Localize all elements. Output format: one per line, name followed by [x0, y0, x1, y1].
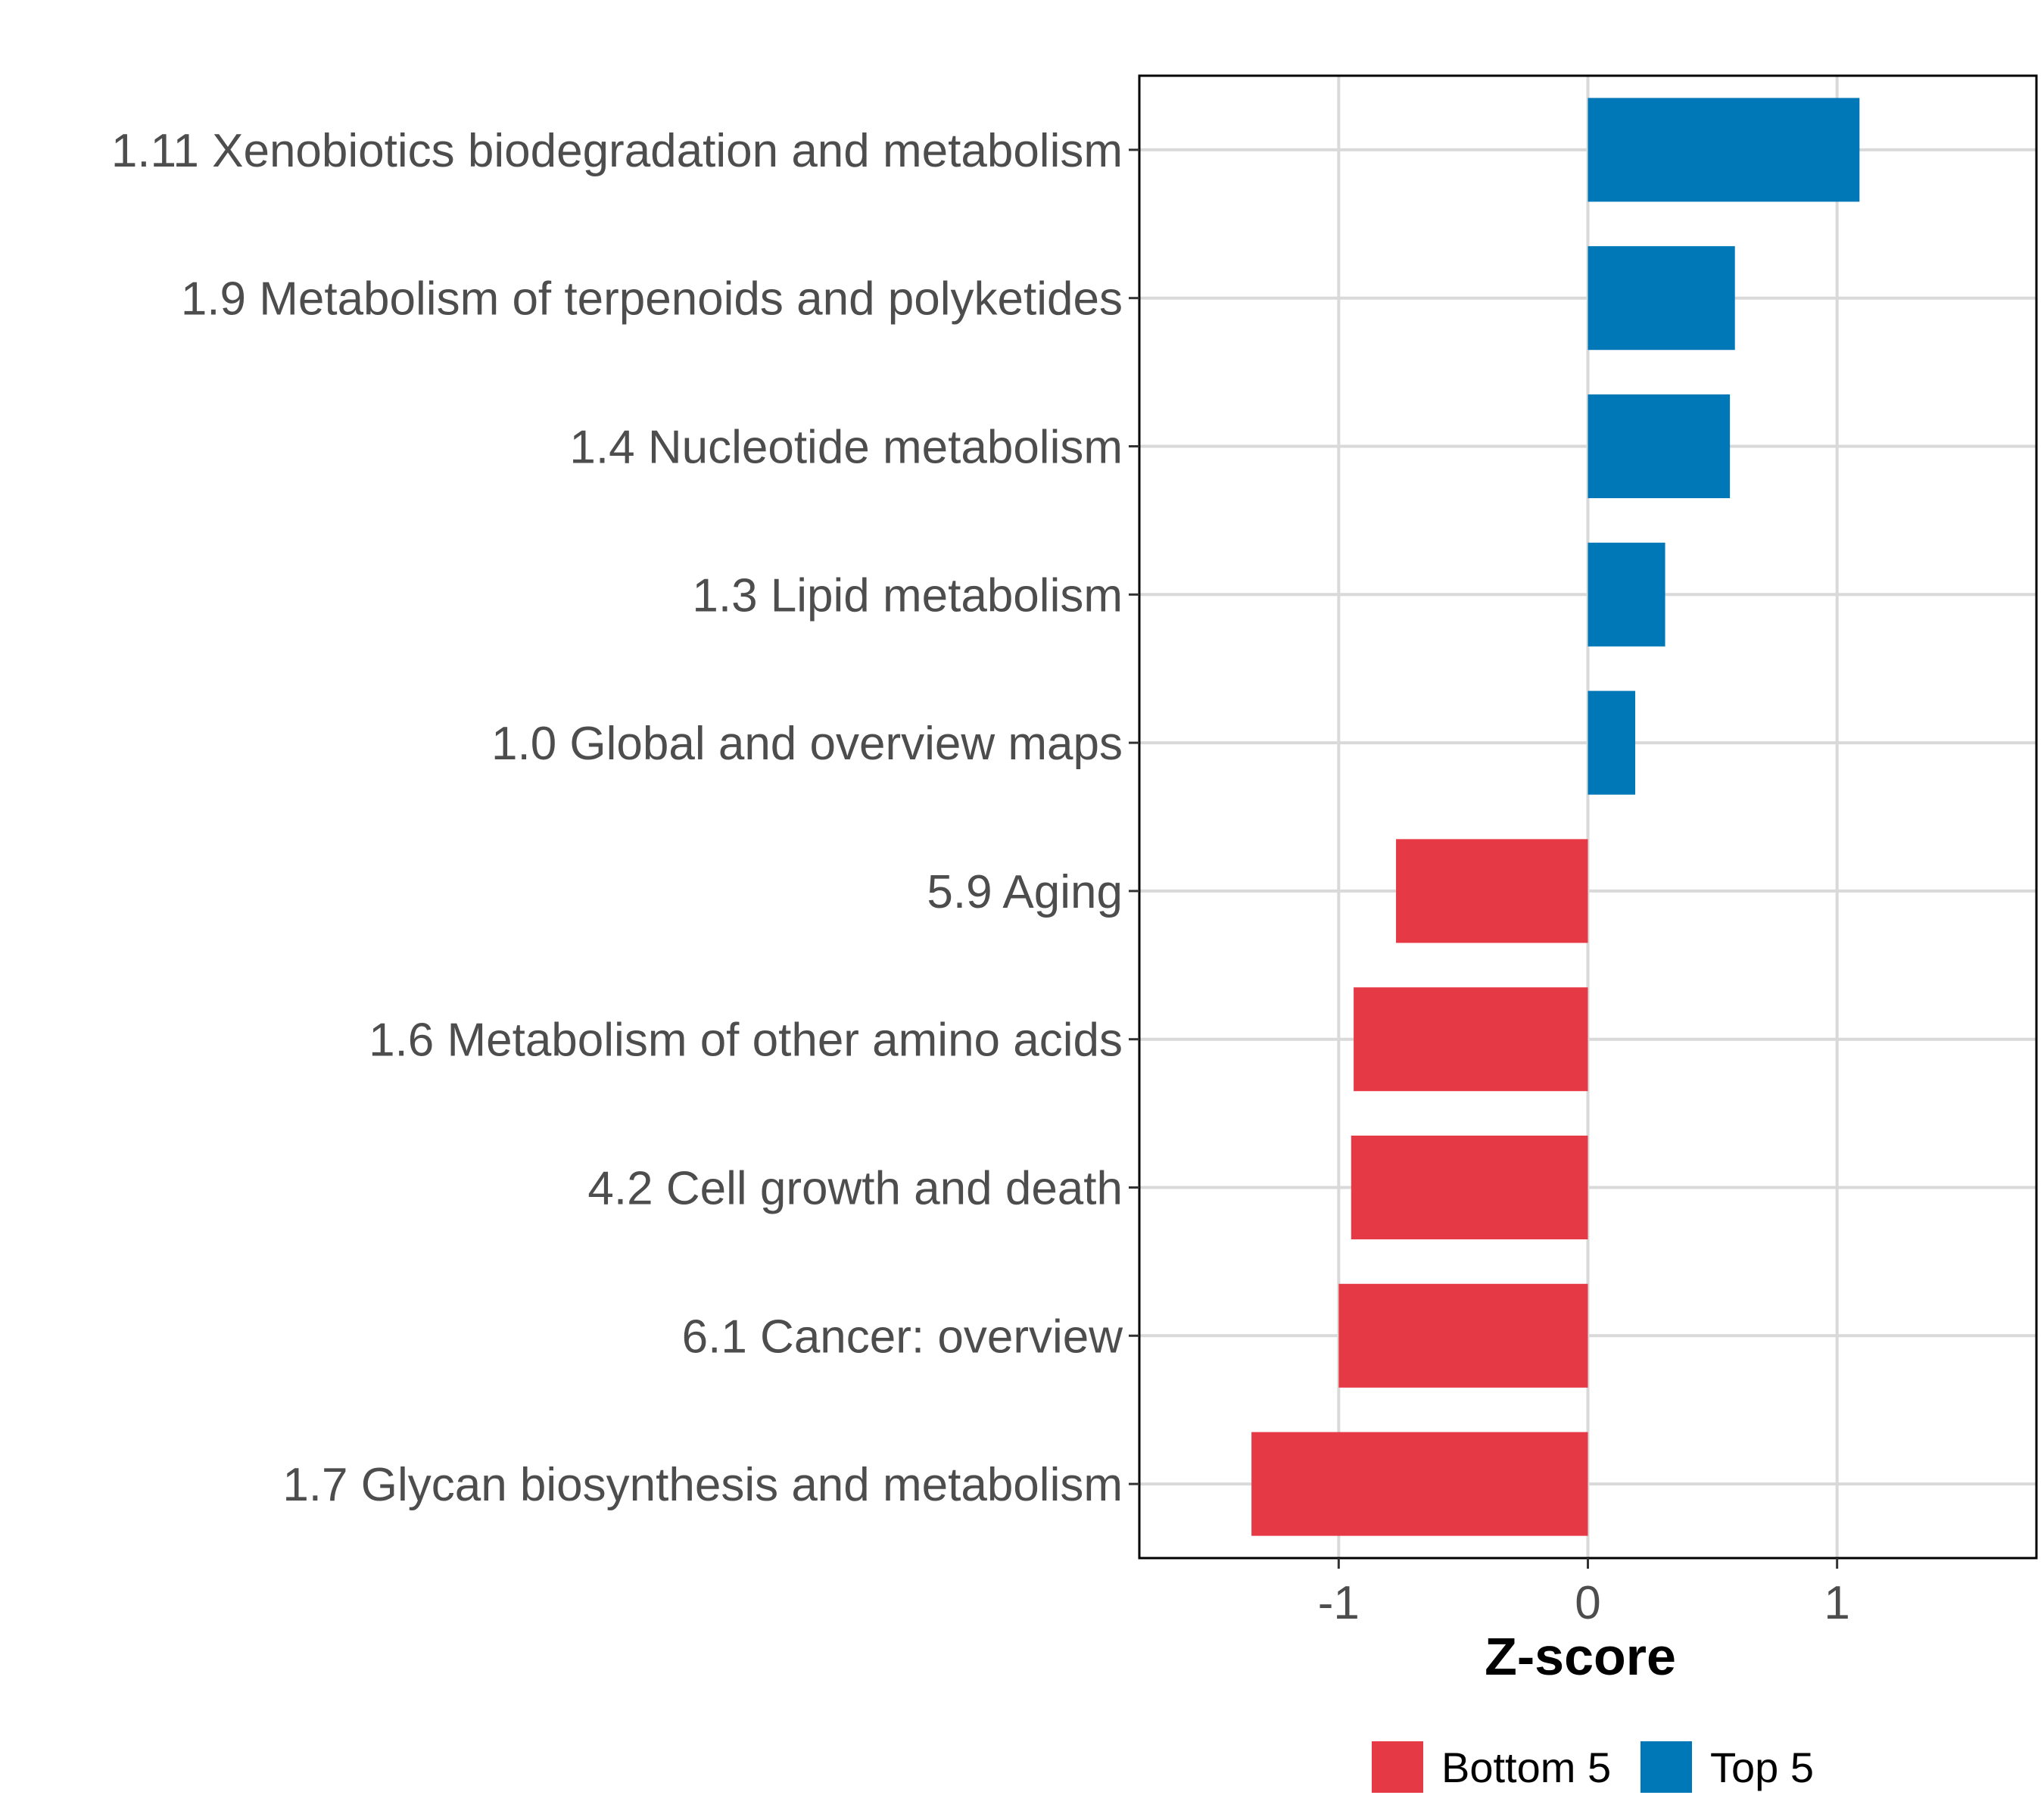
legend-swatch [1372, 1741, 1423, 1793]
bar-3 [1588, 394, 1731, 499]
x-axis: -1 0 1 [1318, 1558, 1850, 1629]
bar-1 [1588, 98, 1860, 202]
legend-label: Bottom 5 [1441, 1744, 1611, 1791]
y-tick-label: 1.11 Xenobiotics biodegradation and meta… [111, 125, 1123, 177]
x-tick-label: 0 [1575, 1577, 1600, 1629]
bar-7 [1354, 987, 1588, 1092]
bar-8 [1351, 1135, 1588, 1240]
y-tick-label: 5.9 Aging [927, 866, 1123, 918]
bar-6 [1396, 839, 1588, 943]
x-tick-label: 1 [1824, 1577, 1849, 1629]
legend-label: Top 5 [1710, 1744, 1814, 1791]
x-tick-label: -1 [1318, 1577, 1360, 1629]
y-tick-label: 1.3 Lipid metabolism [692, 569, 1123, 622]
bar-5 [1588, 690, 1636, 795]
y-tick-label: 1.7 Glycan biosynthesis and metabolism [282, 1459, 1123, 1511]
bars [1251, 98, 1860, 1536]
y-tick-label: 1.6 Metabolism of other amino acids [369, 1014, 1123, 1067]
x-axis-title: Z-score [1485, 1627, 1676, 1686]
bar-10 [1251, 1432, 1588, 1536]
y-tick-label: 1.0 Global and overview maps [491, 718, 1123, 770]
bar-9 [1338, 1283, 1588, 1388]
bar-2 [1588, 246, 1735, 351]
y-axis: 1.11 Xenobiotics biodegradation and meta… [111, 125, 1139, 1511]
bar-4 [1588, 542, 1665, 647]
legend-swatch [1640, 1741, 1692, 1793]
y-tick-label: 1.9 Metabolism of terpenoids and polyket… [181, 273, 1123, 326]
y-tick-label: 6.1 Cancer: overview [682, 1311, 1123, 1363]
legend: Bottom 5 Top 5 [1372, 1741, 1814, 1793]
y-tick-label: 4.2 Cell growth and death [587, 1163, 1123, 1215]
y-tick-label: 1.4 Nucleotide metabolism [569, 422, 1123, 474]
